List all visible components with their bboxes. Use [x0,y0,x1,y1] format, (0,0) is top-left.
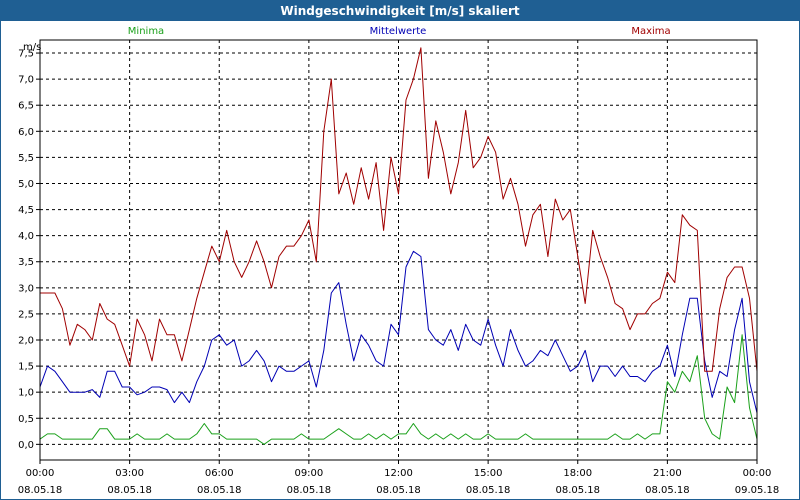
x-tick-date: 08.05.18 [376,485,421,496]
x-tick-date: 08.05.18 [107,485,152,496]
y-tick-label: 6,0 [18,127,34,138]
x-axis-ticks: 00:00 08.05.18 03:00 08.05.18 06:00 08.05.18 0… [18,460,780,496]
series-line-maxima [40,47,757,372]
x-tick-time: 18:00 [563,468,592,479]
x-tick-time: 00:00 [743,468,772,479]
x-tick-time: 00:00 [26,468,55,479]
x-tick-date: 08.05.18 [18,485,63,496]
y-tick-label: 4,0 [18,231,34,242]
y-tick-label: 5,0 [18,179,34,190]
x-tick-time: 03:00 [115,468,144,479]
x-tick-date: 08.05.18 [287,485,332,496]
x-tick-time: 12:00 [384,468,413,479]
plot-area [39,39,758,461]
x-tick-date: 08.05.18 [197,485,242,496]
legend-mittelwerte: Mittelwerte [370,26,427,37]
window-title: Windgeschwindigkeit [m/s] skaliert [1,1,799,21]
x-tick-date: 08.05.18 [466,485,511,496]
y-tick-label: 1,0 [18,388,34,399]
y-tick-label: 3,5 [18,257,34,268]
y-tick-label: 2,5 [18,309,34,320]
x-tick-time: 06:00 [205,468,234,479]
x-tick-time: 21:00 [653,468,682,479]
chart-legend: Minima Mittelwerte Maxima [128,26,671,37]
y-tick-label: 1,5 [18,362,34,373]
y-tick-label: 3,0 [18,283,34,294]
y-tick-label: 7,5 [18,49,34,60]
y-tick-label: 0,5 [18,414,34,425]
y-tick-label: 4,5 [18,205,34,216]
x-tick-time: 15:00 [474,468,503,479]
y-tick-label: 0,0 [18,440,34,451]
y-tick-label: 2,0 [18,336,34,347]
x-tick-date: 09.05.18 [735,485,780,496]
series-line-minima [40,334,757,445]
y-tick-label: 7,0 [18,75,34,86]
y-tick-label: 6,5 [18,101,34,112]
x-tick-date: 08.05.18 [645,485,690,496]
series-line-mittelwerte [40,250,757,414]
chart-canvas: Minima Mittelwerte Maxima m/s 0,0 0,5 1,0 1,5… [18,26,780,496]
x-tick-time: 09:00 [294,468,323,479]
gridlines [40,40,757,460]
legend-maxima: Maxima [631,26,670,37]
legend-minima: Minima [128,26,164,37]
y-axis-ticks: 0,0 0,5 1,0 1,5 2,0 2,5 3,0 3,5 4,0 4,5 5,0 5,5 6,0 6… [18,49,40,451]
x-tick-date: 08.05.18 [555,485,600,496]
series-lines [40,47,757,445]
y-axis-label: m/s [23,42,41,53]
y-tick-label: 5,5 [18,153,34,164]
